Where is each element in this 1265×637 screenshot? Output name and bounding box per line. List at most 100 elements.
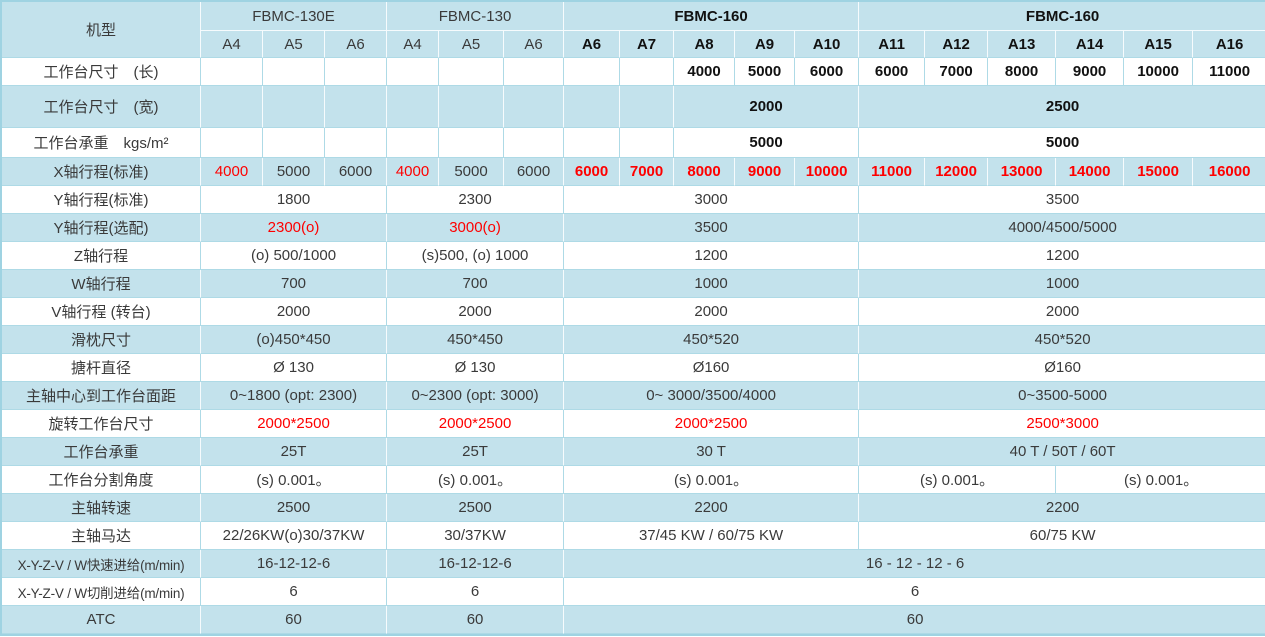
cell xyxy=(504,86,565,128)
cell: Ø 130 xyxy=(201,354,388,382)
cell: 10000 xyxy=(1124,58,1194,86)
cell: 2500 xyxy=(387,494,565,522)
cell: (s) 0.001。 xyxy=(387,466,565,494)
cell xyxy=(439,86,505,128)
cell: 2500 xyxy=(201,494,388,522)
cell: 1800 xyxy=(201,186,388,214)
cell: 15000 xyxy=(1124,158,1194,186)
cell xyxy=(325,128,388,158)
row-label: Y轴行程(标准) xyxy=(2,186,201,214)
cell: Ø160 xyxy=(564,354,860,382)
cell: 6000 xyxy=(795,58,860,86)
table-row: Z轴行程 (o) 500/1000 (s)500, (o) 1000 1200 … xyxy=(2,242,1265,270)
cell: 0~ 3000/3500/4000 xyxy=(564,382,860,410)
table-row: X-Y-Z-V / W切削进给(m/min) 6 6 6 xyxy=(2,578,1265,606)
cell: 11000 xyxy=(859,158,926,186)
cell: 60/75 KW xyxy=(859,522,1265,550)
table-row: ATC 60 60 60 xyxy=(2,606,1265,634)
cell: 1000 xyxy=(859,270,1265,298)
cell xyxy=(439,128,505,158)
cell: 4000 xyxy=(674,58,736,86)
cell: Ø 130 xyxy=(387,354,565,382)
row-label: X-Y-Z-V / W快速进给(m/min) xyxy=(2,550,201,578)
row-label: 工作台承重 kgs/m² xyxy=(2,128,201,158)
row-label: 主轴转速 xyxy=(2,494,201,522)
cell: 40 T / 50T / 60T xyxy=(859,438,1265,466)
cell xyxy=(564,128,621,158)
cell: 450*450 xyxy=(387,326,565,354)
cell: 13000 xyxy=(988,158,1057,186)
cell: 16-12-12-6 xyxy=(387,550,565,578)
cell: 8000 xyxy=(988,58,1057,86)
cell: 16 - 12 - 12 - 6 xyxy=(564,550,1265,578)
cell: 25T xyxy=(387,438,565,466)
cell: 2200 xyxy=(564,494,860,522)
row-label: 搪杆直径 xyxy=(2,354,201,382)
cell: 6000 xyxy=(564,158,621,186)
cell: (o)450*450 xyxy=(201,326,388,354)
row-label: Y轴行程(选配) xyxy=(2,214,201,242)
cell: 1200 xyxy=(564,242,860,270)
cell: 450*520 xyxy=(859,326,1265,354)
table-row: 主轴中心到工作台面距 0~1800 (opt: 2300) 0~2300 (op… xyxy=(2,382,1265,410)
cell xyxy=(201,86,263,128)
cell: 11000 xyxy=(1193,58,1265,86)
cell xyxy=(263,86,325,128)
row-label: Z轴行程 xyxy=(2,242,201,270)
cell: 16-12-12-6 xyxy=(201,550,388,578)
row-label: 主轴中心到工作台面距 xyxy=(2,382,201,410)
col-header: A5 xyxy=(439,31,505,58)
table-row: 滑枕尺寸 (o)450*450 450*450 450*520 450*520 xyxy=(2,326,1265,354)
cell: 2200 xyxy=(859,494,1265,522)
cell: 5000 xyxy=(263,158,325,186)
col-header: A16 xyxy=(1193,31,1265,58)
cell: 2300 xyxy=(387,186,565,214)
cell: 60 xyxy=(201,606,388,634)
cell xyxy=(387,128,440,158)
row-label: W轴行程 xyxy=(2,270,201,298)
cell: 2000 xyxy=(387,298,565,326)
cell: 1200 xyxy=(859,242,1265,270)
cell: 9000 xyxy=(1056,58,1125,86)
cell: 0~1800 (opt: 2300) xyxy=(201,382,388,410)
cell xyxy=(201,58,263,86)
cell: 37/45 KW / 60/75 KW xyxy=(564,522,860,550)
col-header: A5 xyxy=(263,31,325,58)
cell xyxy=(620,128,675,158)
cell xyxy=(620,86,675,128)
table-row: 工作台尺寸 (长) 4000 5000 6000 6000 7000 8000 … xyxy=(2,58,1265,86)
cell xyxy=(325,86,388,128)
group-header-row: 机型 FBMC-130E FBMC-130 FBMC-160 FBMC-160 xyxy=(2,2,1265,58)
col-header: A4 xyxy=(387,31,440,58)
col-header: A14 xyxy=(1056,31,1125,58)
cell: 22/26KW(o)30/37KW xyxy=(201,522,388,550)
cell: (s) 0.001。 xyxy=(201,466,388,494)
table-row: 旋转工作台尺寸 2000*2500 2000*2500 2000*2500 25… xyxy=(2,410,1265,438)
col-header: A4 xyxy=(201,31,263,58)
row-label: 主轴马达 xyxy=(2,522,201,550)
corner-cell: 机型 xyxy=(2,2,201,58)
col-header: A7 xyxy=(620,31,675,58)
cell: (s) 0.001。 xyxy=(564,466,860,494)
cell: 2000 xyxy=(674,86,860,128)
cell: 4000 xyxy=(387,158,440,186)
cell: 6000 xyxy=(504,158,565,186)
cell: 6 xyxy=(201,578,388,606)
cell: 6000 xyxy=(325,158,388,186)
cell xyxy=(564,86,621,128)
cell: 2000 xyxy=(859,298,1265,326)
table-row: 工作台分割角度 (s) 0.001。 (s) 0.001。 (s) 0.001。… xyxy=(2,466,1265,494)
cell: 7000 xyxy=(925,58,989,86)
cell: 2000*2500 xyxy=(387,410,565,438)
cell xyxy=(387,58,440,86)
table-row: 主轴马达 22/26KW(o)30/37KW 30/37KW 37/45 KW … xyxy=(2,522,1265,550)
cell: 5000 xyxy=(735,58,796,86)
cell xyxy=(263,128,325,158)
cell xyxy=(439,58,505,86)
cell: 5000 xyxy=(439,158,505,186)
cell: 8000 xyxy=(674,158,736,186)
cell: (s)500, (o) 1000 xyxy=(387,242,565,270)
cell: Ø160 xyxy=(859,354,1265,382)
cell: 25T xyxy=(201,438,388,466)
cell: 700 xyxy=(387,270,565,298)
